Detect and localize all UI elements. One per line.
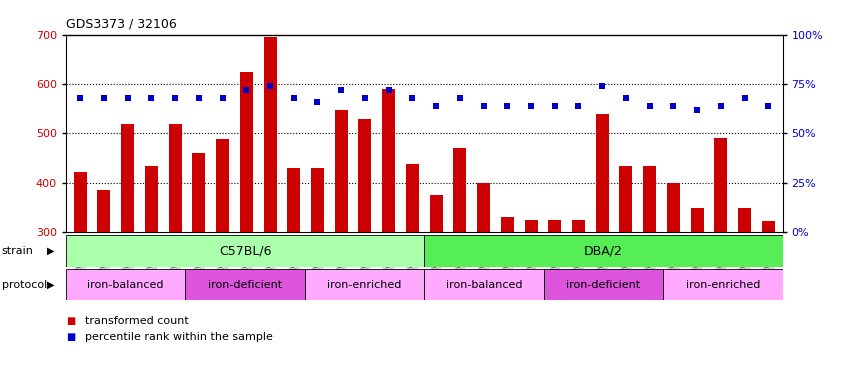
Bar [359, 119, 371, 232]
Point [453, 95, 467, 101]
Point [761, 103, 775, 109]
Text: ▶: ▶ [47, 246, 55, 256]
Point [334, 87, 348, 93]
Bar [66, 235, 424, 267]
Point [287, 95, 300, 101]
Text: iron-enriched: iron-enriched [327, 280, 402, 290]
Point [477, 103, 491, 109]
Text: ■: ■ [66, 332, 75, 342]
Point [168, 95, 182, 101]
Bar [424, 235, 783, 267]
Point [216, 95, 229, 101]
Bar [311, 168, 324, 232]
Bar [714, 138, 728, 232]
Point [572, 103, 585, 109]
Text: DBA/2: DBA/2 [584, 245, 623, 258]
Bar [761, 222, 775, 232]
Bar [335, 110, 348, 232]
Point [310, 99, 324, 105]
Text: iron-balanced: iron-balanced [446, 280, 522, 290]
Point [690, 107, 704, 113]
Bar [97, 190, 111, 232]
Text: transformed count: transformed count [85, 316, 189, 326]
Point [405, 95, 419, 101]
Text: percentile rank within the sample: percentile rank within the sample [85, 332, 272, 342]
Bar [145, 166, 158, 232]
Bar [382, 89, 395, 232]
Text: GDS3373 / 32106: GDS3373 / 32106 [66, 17, 177, 30]
Point [596, 83, 609, 89]
Point [430, 103, 443, 109]
Bar [548, 220, 561, 232]
Point [548, 103, 562, 109]
Text: ■: ■ [66, 316, 75, 326]
Bar [216, 139, 229, 232]
Bar [406, 164, 419, 232]
Point [738, 95, 751, 101]
Point [263, 83, 277, 89]
Text: ▶: ▶ [47, 280, 55, 290]
Point [239, 87, 253, 93]
Bar [572, 220, 585, 232]
Point [192, 95, 206, 101]
Text: C57BL/6: C57BL/6 [219, 245, 272, 258]
Text: iron-deficient: iron-deficient [208, 280, 283, 290]
Point [121, 95, 135, 101]
Bar [663, 269, 783, 300]
Bar [288, 168, 300, 232]
Point [714, 103, 728, 109]
Bar [453, 148, 466, 232]
Bar [305, 269, 424, 300]
Bar [477, 183, 490, 232]
Bar [74, 172, 87, 232]
Bar [239, 72, 253, 232]
Point [145, 95, 158, 101]
Point [643, 103, 656, 109]
Point [501, 103, 514, 109]
Point [667, 103, 680, 109]
Bar [738, 208, 751, 232]
Bar [168, 124, 182, 232]
Bar [619, 166, 633, 232]
Point [382, 87, 395, 93]
Bar [424, 269, 544, 300]
Text: iron-deficient: iron-deficient [566, 280, 640, 290]
Bar [525, 220, 537, 232]
Text: strain: strain [2, 246, 34, 256]
Point [619, 95, 633, 101]
Bar [430, 195, 442, 232]
Point [74, 95, 87, 101]
Bar [192, 153, 206, 232]
Point [525, 103, 538, 109]
Bar [690, 208, 704, 232]
Text: iron-enriched: iron-enriched [685, 280, 760, 290]
Bar [121, 124, 135, 232]
Point [97, 95, 111, 101]
Text: protocol: protocol [2, 280, 47, 290]
Bar [596, 114, 609, 232]
Bar [501, 217, 514, 232]
Bar [185, 269, 305, 300]
Text: iron-balanced: iron-balanced [87, 280, 164, 290]
Point [358, 95, 371, 101]
Bar [667, 183, 680, 232]
Bar [66, 269, 185, 300]
Bar [263, 37, 277, 232]
Bar [643, 166, 656, 232]
Bar [544, 269, 663, 300]
